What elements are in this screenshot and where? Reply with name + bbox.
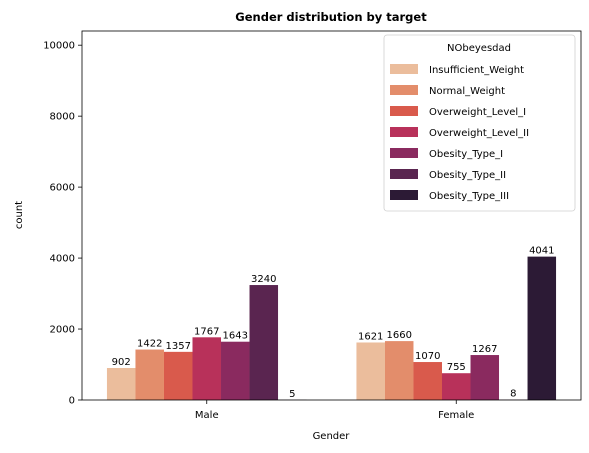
legend-swatch bbox=[390, 169, 418, 179]
legend-entry: Obesity_Type_I bbox=[429, 149, 503, 160]
bar-value-label: 4041 bbox=[529, 246, 554, 257]
legend-swatch bbox=[390, 64, 418, 74]
bar-value-label: 1267 bbox=[472, 344, 497, 355]
legend-swatch bbox=[390, 85, 418, 95]
chart-title: Gender distribution by target bbox=[235, 10, 427, 24]
bar-value-label: 5 bbox=[289, 389, 295, 400]
plot-area-frame bbox=[81, 30, 582, 401]
x-tick-label: Male bbox=[195, 410, 219, 421]
bar-value-label: 1660 bbox=[386, 330, 411, 341]
legend-entry: Insufficient_Weight bbox=[429, 65, 524, 76]
bar-insufficient-weight-male bbox=[106, 367, 136, 400]
bar-overweight-level-i-female bbox=[413, 362, 442, 400]
bar-value-label: 1070 bbox=[415, 351, 440, 362]
y-tick-label: 4000 bbox=[50, 254, 75, 265]
bars-layer bbox=[106, 256, 557, 400]
bar-value-label: 1643 bbox=[223, 331, 248, 342]
legend-entry: Obesity_Type_II bbox=[429, 170, 506, 181]
legend-swatch bbox=[390, 106, 418, 116]
legend-items: Insufficient_Weight Normal_Weight Overweig… bbox=[390, 64, 529, 202]
bar-overweight-level-i-male bbox=[163, 351, 193, 400]
y-tick-label: 2000 bbox=[50, 325, 75, 336]
bar-overweight-level-ii-female bbox=[441, 373, 471, 400]
bar-obesity-type-i-female bbox=[470, 355, 500, 400]
legend-swatch bbox=[390, 190, 418, 200]
bar-insufficient-weight-female bbox=[356, 342, 385, 400]
legend-title: NObeyesdad bbox=[447, 43, 511, 54]
x-axis: Male Female bbox=[195, 400, 474, 421]
bar-value-label: 902 bbox=[112, 357, 131, 368]
legend-entry: Normal_Weight bbox=[429, 86, 505, 97]
bar-obesity-type-iii-female bbox=[527, 256, 557, 400]
bar-normal-weight-female bbox=[384, 341, 414, 400]
y-axis-label: count bbox=[14, 201, 25, 229]
legend-entry: Overweight_Level_II bbox=[429, 128, 529, 139]
legend-entry: Overweight_Level_I bbox=[429, 107, 526, 118]
bar-value-label: 1422 bbox=[137, 339, 162, 350]
y-tick-label: 0 bbox=[69, 396, 75, 407]
legend: NObeyesdad Insufficient_Weight Normal_Wei… bbox=[383, 34, 576, 212]
bar-value-label: 755 bbox=[447, 362, 466, 373]
x-tick-label: Female bbox=[438, 410, 474, 421]
bar-value-label: 1767 bbox=[194, 326, 219, 337]
bar-normal-weight-male bbox=[135, 349, 164, 400]
bar-value-label: 8 bbox=[510, 389, 516, 400]
y-tick-label: 8000 bbox=[50, 112, 75, 123]
legend-frame bbox=[383, 34, 576, 212]
bar-obesity-type-i-male bbox=[221, 341, 250, 400]
bar-obesity-type-ii-male bbox=[249, 285, 279, 400]
legend-swatch bbox=[390, 127, 418, 137]
x-axis-label: Gender bbox=[313, 431, 351, 442]
bar-value-label: 3240 bbox=[251, 274, 276, 285]
bar-overweight-level-ii-male bbox=[192, 337, 222, 400]
bar-value-label: 1621 bbox=[358, 331, 383, 342]
bar-value-label: 1357 bbox=[166, 341, 191, 352]
y-tick-label: 6000 bbox=[50, 183, 75, 194]
legend-entry: Obesity_Type_III bbox=[429, 191, 509, 202]
legend-swatch bbox=[390, 148, 418, 158]
y-tick-label: 10000 bbox=[43, 41, 75, 52]
y-axis: 0 2000 4000 6000 8000 10000 bbox=[43, 41, 82, 407]
